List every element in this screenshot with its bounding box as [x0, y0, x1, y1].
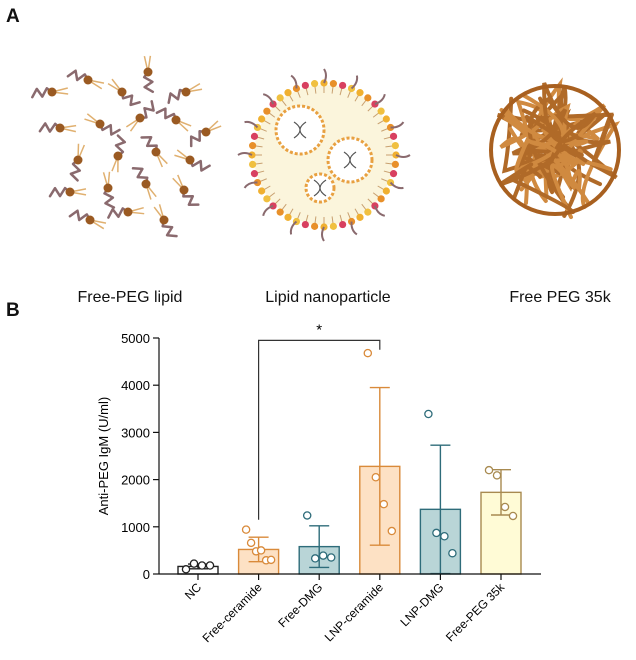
- x-tick-label: LNP-DMG: [397, 580, 446, 629]
- lipid-nanoparticle-icon: [237, 68, 411, 242]
- lipid-molecule-icon: [140, 136, 168, 168]
- lipid-molecule-icon: [174, 149, 211, 172]
- lipid-molecule-icon: [107, 206, 145, 219]
- data-point: [241, 525, 251, 534]
- y-tick-label: 0: [143, 567, 150, 582]
- lipid-molecule-icon: [189, 120, 222, 148]
- label-free-peg-35k: Free PEG 35k: [509, 289, 611, 306]
- data-point: [484, 465, 494, 475]
- lipid-molecule-icon: [155, 107, 192, 132]
- free-peg-lipid-molecules-icon: [31, 55, 222, 238]
- y-tick-label: 4000: [121, 378, 150, 393]
- lipid-molecule-icon: [167, 82, 203, 105]
- data-point: [440, 531, 449, 541]
- y-tick-label: 5000: [121, 331, 150, 346]
- data-point: [432, 528, 441, 538]
- data-point: [508, 511, 518, 521]
- tangled-peg-polymer-icon: [489, 77, 621, 220]
- data-point: [256, 546, 266, 555]
- data-point: [371, 472, 381, 482]
- panel-b-label: B: [6, 300, 20, 321]
- data-point: [387, 526, 397, 536]
- data-point: [326, 553, 336, 562]
- y-tick-label: 2000: [121, 473, 150, 488]
- significance-bracket: [258, 339, 381, 520]
- data-point: [189, 559, 199, 568]
- panel-a-label: A: [6, 6, 20, 27]
- data-point: [492, 471, 502, 480]
- label-free-peg-lipid: Free-PEG lipid: [77, 289, 183, 306]
- data-point: [246, 538, 256, 548]
- data-point: [379, 499, 389, 509]
- data-point: [181, 565, 191, 574]
- data-point: [424, 409, 433, 419]
- lipid-molecule-icon: [102, 171, 116, 209]
- significance-star: *: [316, 321, 322, 338]
- lipid-molecule-icon: [68, 209, 107, 230]
- label-lipid-nanoparticle: Lipid nanoparticle: [265, 289, 391, 306]
- x-tick-label: Free-ceramide: [200, 580, 265, 645]
- lipid-molecule-icon: [107, 78, 141, 107]
- lipid-molecule-icon: [142, 55, 155, 94]
- data-point: [205, 561, 215, 570]
- data-point: [266, 555, 276, 565]
- data-point: [302, 511, 312, 520]
- lipid-molecule-icon: [131, 167, 157, 200]
- lipid-molecule-icon: [69, 143, 86, 182]
- x-tick-label: LNP-ceramide: [322, 580, 386, 644]
- x-tick-label: NC: [182, 580, 204, 602]
- lipid-molecule-icon: [172, 174, 200, 206]
- data-point: [500, 502, 510, 512]
- x-tick-label: Free-DMG: [275, 580, 325, 630]
- lipid-molecule-icon: [31, 87, 69, 99]
- data-point: [363, 348, 373, 358]
- lipid-molecule-icon: [84, 113, 121, 136]
- data-point: [448, 548, 457, 558]
- lipid-molecule-icon: [153, 204, 178, 238]
- data-point: [318, 551, 328, 560]
- y-tick-label: 3000: [121, 425, 150, 440]
- lipid-molecule-icon: [111, 134, 127, 173]
- lipid-molecule-icon: [66, 69, 105, 90]
- data-point: [197, 561, 207, 570]
- x-tick-label: Free-PEG 35k: [443, 580, 508, 645]
- y-axis-label: Anti-PEG IgM (U/ml): [96, 397, 111, 515]
- y-tick-label: 1000: [121, 520, 150, 535]
- illustrations: [31, 55, 621, 242]
- data-point: [310, 554, 320, 563]
- lipid-molecule-icon: [48, 186, 87, 198]
- lipid-molecule-icon: [125, 100, 155, 132]
- lipid-molecule-icon: [38, 122, 77, 133]
